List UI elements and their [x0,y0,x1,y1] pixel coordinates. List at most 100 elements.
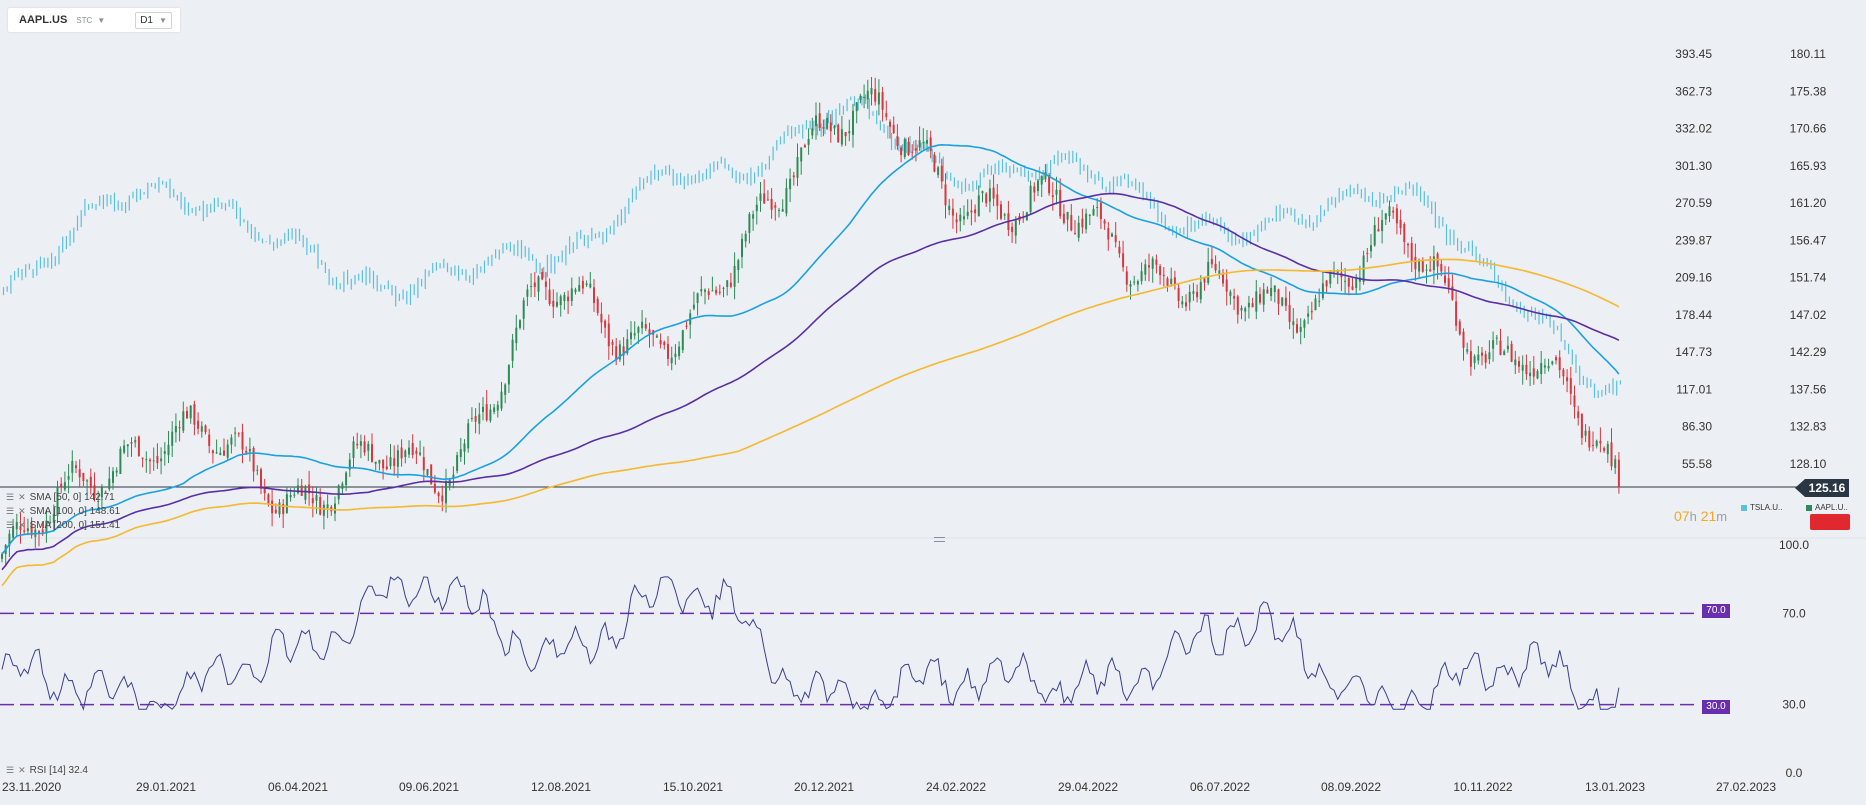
chevron-down-icon[interactable]: ▼ [97,15,106,25]
close-icon[interactable]: ✕ [18,520,26,530]
close-icon[interactable]: ✕ [18,492,26,502]
candle-body [633,333,636,336]
candle-body [1455,301,1458,326]
candle-body [811,128,814,136]
legend-sma50[interactable]: ☰ ✕ SMA [50, 0] 142.71 [6,492,115,503]
legend-sma100[interactable]: ☰ ✕ SMA [100, 0] 148.61 [6,506,120,517]
candle-body [1292,321,1295,326]
candle-body [792,175,795,178]
candle-body [822,127,825,129]
candle-body [341,483,344,489]
candle-body [1129,284,1132,287]
candle-body [1373,225,1376,246]
candle-body [1351,286,1354,290]
candle-body [1599,440,1602,444]
legend-aapl[interactable]: AAPL.U.. [1806,503,1848,512]
candle-body [467,423,470,449]
sell-badge[interactable] [1810,514,1850,530]
legend-rsi-label: RSI [14] 32.4 [29,765,88,776]
candle-body [1251,303,1254,308]
candle-body [670,357,673,364]
candle-body [63,482,66,490]
candle-body [334,503,336,514]
candle-body [1592,444,1594,446]
candle-body [1447,278,1450,288]
close-icon[interactable]: ✕ [18,506,26,516]
candle-body [1233,296,1236,299]
candle-body [470,418,473,420]
candle-body [1266,289,1269,294]
settings-icon[interactable]: ☰ [6,492,15,502]
candle-body [1196,291,1199,298]
panel-resize-handle[interactable] [934,537,945,542]
rsi-upper-level-tag[interactable]: 70.0 [1702,604,1730,618]
legend-tsla[interactable]: TSLA.U.. [1741,503,1782,512]
left-axis-tick: 55.58 [1682,457,1712,471]
candle-body [130,442,133,444]
candle-body [326,504,329,509]
candle-body [948,205,951,210]
candle-body [211,450,214,453]
candle-body [1070,215,1073,231]
candle-body [1595,440,1598,447]
candle-body [759,193,762,202]
settings-icon[interactable]: ☰ [6,520,15,530]
candle-body [337,485,340,500]
candle-body [918,140,921,148]
candle-body [1407,244,1409,246]
candle-body [885,113,888,118]
candle-body [1540,363,1543,374]
candle-body [30,523,33,536]
candle-body [1277,289,1280,304]
candle-body [700,289,703,292]
candle-body [559,296,562,306]
candle-body [248,448,251,452]
candle-body [1173,277,1176,285]
settings-icon[interactable]: ☰ [6,506,15,516]
candle-body [67,476,70,480]
candle-body [622,346,625,356]
candle-body [1055,189,1058,195]
candle-body [1066,211,1069,220]
candle-body [1492,340,1495,349]
candle-body [922,142,925,144]
candle-body [1510,343,1513,362]
candle-body [944,184,947,206]
candle-body [359,441,362,446]
legend-rsi[interactable]: ☰ ✕ RSI [14] 32.4 [6,765,88,776]
candle-body [556,301,558,307]
candle-body [363,441,366,453]
candle-body [774,205,777,208]
rsi-lower-level-tag[interactable]: 30.0 [1702,700,1730,714]
candle-body [374,461,377,464]
right-axis-tick: 180.11 [1790,47,1826,61]
candle-body [311,498,314,504]
candle-body [345,472,348,486]
candle-body [796,157,799,178]
candle-body [729,282,732,287]
legend-sma100-label: SMA [100, 0] 148.61 [29,506,121,517]
candle-body [1033,186,1036,193]
candle-body [1199,282,1202,300]
symbol-label[interactable]: AAPL.US [19,14,68,26]
candle-body [940,165,943,182]
legend-sma200[interactable]: ☰ ✕ SMA [200, 0] 151.41 [6,520,120,531]
candle-body [1262,289,1265,305]
candle-body [1392,210,1395,213]
candle-body [1240,307,1243,311]
right-axis-tick: 128.10 [1790,457,1827,471]
candle-body [722,287,725,289]
candle-body [1610,442,1613,467]
candle-body [112,471,114,483]
aapl-swatch [1806,504,1812,511]
candle-body [49,521,52,524]
timeframe-select[interactable]: D1 ▼ [135,11,172,29]
candle-body [763,193,766,204]
close-icon[interactable]: ✕ [18,765,26,775]
candle-body [681,330,684,350]
settings-icon[interactable]: ☰ [6,765,15,775]
candle-body [644,324,647,329]
candle-body [881,92,884,110]
candle-body [567,296,570,302]
